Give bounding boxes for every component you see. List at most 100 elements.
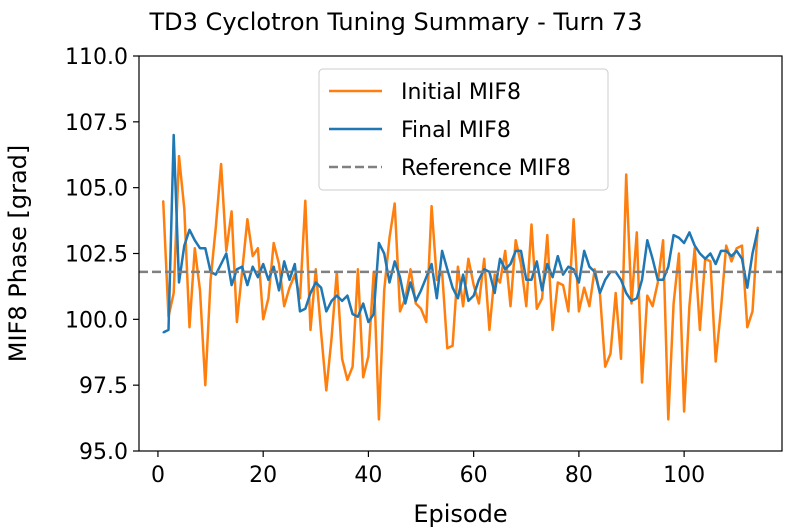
data-point (241, 265, 243, 268)
x-tick-label: 100 (663, 463, 705, 488)
data-point (572, 268, 575, 271)
data-point (162, 331, 165, 334)
legend: Initial MIF8 Final MIF8 Reference MIF8 (318, 68, 609, 191)
data-point (557, 281, 559, 284)
data-point (504, 268, 507, 271)
data-point (167, 329, 170, 331)
data-point (172, 134, 175, 136)
data-point (751, 310, 754, 313)
data-point (688, 305, 691, 307)
data-point (278, 263, 280, 265)
data-point (193, 247, 196, 250)
data-point (583, 286, 585, 289)
data-point (551, 329, 554, 331)
data-point (320, 286, 322, 289)
y-axis-ticks: 95.0 97.5 100.0 102.5 105.0 107.5 110.0 (65, 45, 139, 465)
data-point (288, 286, 291, 289)
chart-title: TD3 Cyclotron Tuning Summary - Turn 73 (149, 8, 643, 36)
data-point (520, 263, 522, 265)
data-point (672, 302, 675, 305)
data-point (630, 300, 633, 302)
data-point (388, 281, 391, 284)
data-point (357, 268, 359, 271)
y-tick-label: 95.0 (79, 440, 128, 465)
data-point (367, 355, 370, 358)
data-point (436, 297, 438, 300)
data-point (683, 242, 685, 244)
data-point (614, 292, 617, 294)
data-point (593, 268, 596, 271)
data-point (278, 289, 280, 292)
data-point (699, 252, 701, 255)
data-point (572, 218, 575, 221)
data-point (499, 281, 501, 284)
data-point (499, 257, 501, 260)
data-point (730, 260, 733, 263)
data-point (714, 263, 717, 265)
data-point (320, 331, 322, 334)
legend-label: Reference MIF8 (401, 156, 571, 181)
data-point (346, 294, 349, 297)
data-point (557, 255, 559, 257)
data-point (178, 155, 180, 157)
data-point (246, 284, 249, 286)
data-point (267, 297, 270, 300)
data-point (383, 252, 386, 255)
data-point (220, 163, 222, 165)
data-point (699, 329, 701, 331)
data-point (514, 250, 517, 252)
data-point (462, 273, 464, 276)
data-point (756, 229, 759, 231)
data-point (730, 255, 733, 257)
legend-box (318, 68, 609, 191)
data-point (583, 250, 585, 252)
data-point (378, 242, 380, 244)
data-point (420, 289, 422, 292)
data-point (330, 300, 333, 302)
data-point (209, 279, 212, 281)
data-point (493, 292, 496, 294)
data-point (178, 281, 180, 284)
data-point (625, 292, 628, 294)
data-point (467, 257, 470, 260)
data-point (578, 281, 580, 284)
data-point (199, 247, 201, 250)
data-point (362, 302, 364, 305)
data-point (162, 200, 165, 202)
data-point (530, 279, 533, 281)
x-axis-label: Episode (413, 500, 507, 528)
data-point (541, 289, 543, 292)
data-point (367, 321, 370, 323)
data-point (720, 250, 722, 252)
data-point (746, 286, 749, 289)
data-point (725, 250, 728, 252)
data-point (272, 242, 275, 244)
data-point (451, 344, 454, 347)
data-point (520, 250, 522, 252)
data-point (535, 308, 538, 310)
data-point (330, 336, 333, 339)
y-tick-label: 97.5 (79, 374, 128, 399)
data-point (262, 318, 264, 321)
data-point (446, 268, 449, 271)
data-point (188, 229, 191, 231)
data-point (567, 265, 570, 268)
data-point (735, 247, 738, 250)
data-point (462, 305, 464, 307)
data-point (493, 273, 496, 276)
legend-items: Initial MIF8 Final MIF8 Reference MIF8 (329, 80, 571, 181)
data-point (678, 252, 680, 255)
data-point (409, 268, 412, 271)
data-point (672, 234, 675, 236)
data-point (657, 281, 659, 284)
data-point (215, 273, 217, 276)
data-point (430, 263, 433, 265)
data-point (399, 310, 401, 313)
data-point (425, 276, 428, 279)
data-point (741, 257, 743, 260)
data-point (667, 265, 670, 268)
data-point (220, 263, 222, 265)
y-tick-label: 110.0 (65, 45, 128, 70)
data-point (430, 205, 433, 207)
